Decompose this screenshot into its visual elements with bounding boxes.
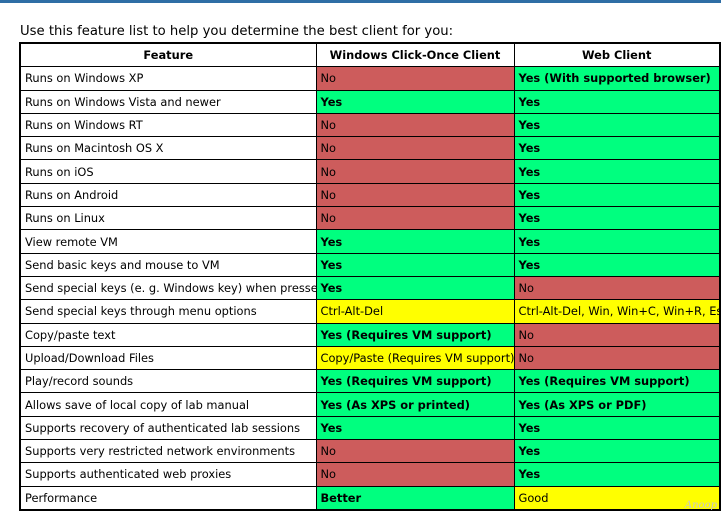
click-once-value-cell: Yes (Requires VM support): [315, 369, 515, 394]
table-row: Runs on Windows Vista and newer Yes Yes: [19, 89, 721, 114]
click-once-value-cell: No: [315, 439, 515, 464]
click-once-value-cell: Yes: [315, 415, 515, 441]
feature-name-cell: Upload/Download Files: [19, 345, 317, 371]
feature-name-cell: Supports authenticated web proxies: [19, 462, 317, 487]
feature-name-cell: Send special keys (e. g. Windows key) wh…: [19, 275, 317, 301]
click-once-value-cell: No: [315, 182, 515, 208]
web-client-value-cell: Yes: [513, 229, 721, 254]
table-row: Send basic keys and mouse to VM Yes Yes: [19, 252, 721, 277]
table-row: Runs on iOS No Yes: [19, 159, 721, 184]
feature-name-cell: Runs on Windows XP: [19, 66, 317, 91]
table-row: Send special keys (e. g. Windows key) wh…: [19, 275, 721, 301]
feature-name-cell: Performance: [19, 485, 317, 511]
web-client-value-cell: No: [513, 275, 721, 301]
click-once-value-cell: No: [315, 66, 515, 91]
feature-name-cell: Runs on Android: [19, 182, 317, 208]
feature-name-cell: Copy/paste text: [19, 322, 317, 347]
top-rule: [0, 0, 721, 3]
click-once-value-cell: No: [315, 206, 515, 231]
table-row: Runs on Macintosh OS X No Yes: [19, 136, 721, 161]
web-client-value-cell: Yes: [513, 89, 721, 114]
feature-name-cell: Runs on Linux: [19, 206, 317, 231]
click-once-value-cell: Yes: [315, 275, 515, 301]
click-once-value-cell: No: [315, 136, 515, 161]
header-web-client: Web Client: [513, 42, 721, 68]
watermark: Anoop: [684, 500, 717, 511]
feature-name-cell: Supports recovery of authenticated lab s…: [19, 415, 317, 441]
click-once-value-cell: Yes (Requires VM support): [315, 322, 515, 347]
click-once-value-cell: Yes (As XPS or printed): [315, 392, 515, 417]
web-client-value-cell: Yes: [513, 439, 721, 464]
table-row: Supports authenticated web proxies No Yes: [19, 462, 721, 487]
feature-name-cell: Runs on Macintosh OS X: [19, 136, 317, 161]
table-row: Runs on Windows XP No Yes (With supported …: [19, 66, 721, 91]
table-row: Copy/paste text Yes (Requires VM support)…: [19, 322, 721, 347]
table-row: Upload/Download Files Copy/Paste (Require…: [19, 345, 721, 371]
intro-text: Use this feature list to help you determ…: [20, 24, 454, 39]
table-row: Performance Better Good: [19, 485, 721, 511]
web-client-value-cell: Yes: [513, 159, 721, 184]
feature-name-cell: Runs on Windows RT: [19, 112, 317, 138]
click-once-value-cell: Ctrl-Alt-Del: [315, 299, 515, 324]
click-once-value-cell: No: [315, 112, 515, 138]
feature-comparison-table: Feature Windows Click-Once Client Web Cl…: [19, 42, 721, 511]
table-body: Runs on Windows XP No Yes (With supported …: [19, 66, 721, 511]
click-once-value-cell: Better: [315, 485, 515, 511]
click-once-value-cell: Yes: [315, 229, 515, 254]
web-client-value-cell: Ctrl-Alt-Del, Win, Win+C, Win+R, Esc: [513, 299, 721, 324]
web-client-value-cell: Yes: [513, 252, 721, 277]
table-row: Runs on Linux No Yes: [19, 206, 721, 231]
header-click-once-client: Windows Click-Once Client: [315, 42, 515, 68]
table-header-row: Feature Windows Click-Once Client Web Cl…: [19, 42, 721, 68]
web-client-value-cell: Yes: [513, 206, 721, 231]
table-row: View remote VM Yes Yes: [19, 229, 721, 254]
web-client-value-cell: Yes: [513, 415, 721, 441]
feature-name-cell: Send special keys through menu options: [19, 299, 317, 324]
web-client-value-cell: Good: [513, 485, 721, 511]
table-row: Supports very restricted network environ…: [19, 439, 721, 464]
feature-name-cell: Play/record sounds: [19, 369, 317, 394]
click-once-value-cell: No: [315, 159, 515, 184]
table-row: Runs on Windows RT No Yes: [19, 112, 721, 138]
web-client-value-cell: Yes (As XPS or PDF): [513, 392, 721, 417]
table-row: Send special keys through menu options Ct…: [19, 299, 721, 324]
feature-name-cell: Runs on Windows Vista and newer: [19, 89, 317, 114]
click-once-value-cell: No: [315, 462, 515, 487]
table-row: Allows save of local copy of lab manual Y…: [19, 392, 721, 417]
web-client-value-cell: Yes: [513, 136, 721, 161]
feature-name-cell: Runs on iOS: [19, 159, 317, 184]
feature-name-cell: Allows save of local copy of lab manual: [19, 392, 317, 417]
web-client-value-cell: Yes: [513, 462, 721, 487]
web-client-value-cell: No: [513, 345, 721, 371]
click-once-value-cell: Yes: [315, 252, 515, 277]
table-row: Supports recovery of authenticated lab s…: [19, 415, 721, 441]
table-row: Play/record sounds Yes (Requires VM suppo…: [19, 369, 721, 394]
feature-name-cell: View remote VM: [19, 229, 317, 254]
web-client-value-cell: No: [513, 322, 721, 347]
web-client-value-cell: Yes: [513, 182, 721, 208]
web-client-value-cell: Yes (With supported browser): [513, 66, 721, 91]
click-once-value-cell: Yes: [315, 89, 515, 114]
feature-name-cell: Send basic keys and mouse to VM: [19, 252, 317, 277]
web-client-value-cell: Yes: [513, 112, 721, 138]
web-client-value-cell: Yes (Requires VM support): [513, 369, 721, 394]
feature-name-cell: Supports very restricted network environ…: [19, 439, 317, 464]
click-once-value-cell: Copy/Paste (Requires VM support): [315, 345, 515, 371]
header-feature: Feature: [19, 42, 317, 68]
table-row: Runs on Android No Yes: [19, 182, 721, 208]
